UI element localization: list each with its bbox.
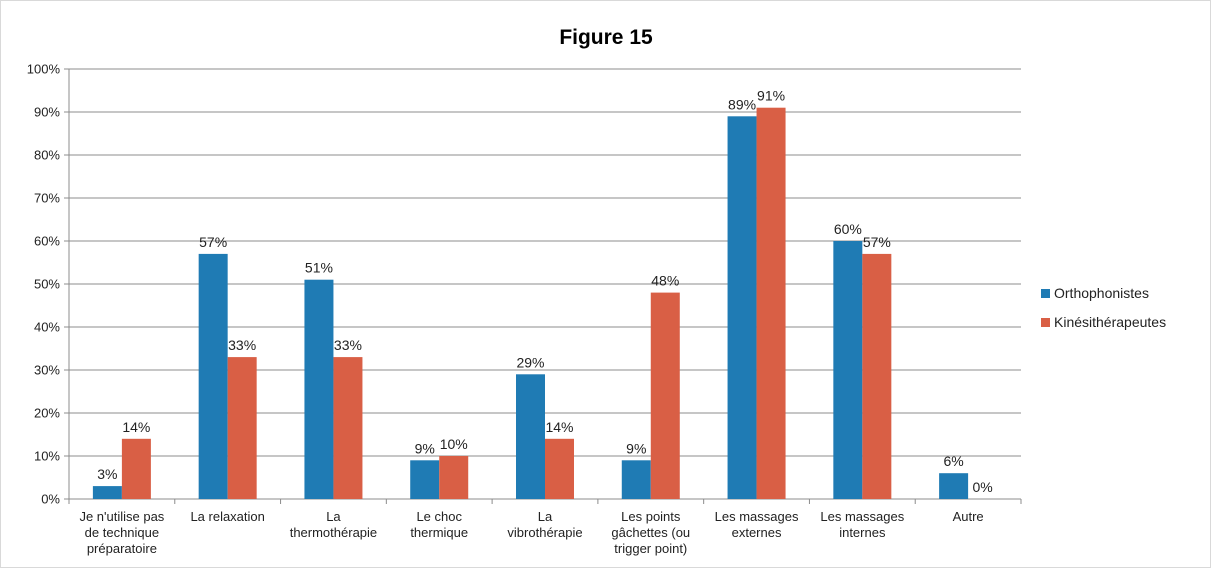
y-tick-label: 80% [34, 148, 60, 163]
bar-kinesitherapeutes [227, 357, 257, 499]
bars [92, 107, 969, 500]
legend-label: Kinésithérapeutes [1054, 314, 1166, 330]
x-category-label: internes [839, 525, 886, 540]
x-category-label: trigger point) [614, 541, 687, 556]
bar-kinesitherapeutes [650, 292, 680, 499]
data-label: 33% [334, 337, 362, 353]
bar-orthophonistes [939, 473, 969, 499]
y-tick-label: 50% [34, 277, 60, 292]
y-tick-label: 90% [34, 105, 60, 120]
y-axis: 0% 10% 20% 30% 40% 50% 60% 70% 80% 90% 100% [27, 62, 70, 507]
y-tick-label: 40% [34, 320, 60, 335]
bar-orthophonistes [92, 486, 122, 499]
data-label: 51% [305, 260, 333, 276]
y-tick-label: 20% [34, 406, 60, 421]
data-label: 3% [97, 466, 117, 482]
x-category-label: Les points [621, 509, 681, 524]
data-label: 0% [972, 479, 992, 495]
data-label: 91% [757, 88, 785, 104]
legend-swatch [1041, 289, 1050, 298]
x-category-label: La [326, 509, 341, 524]
x-category-label: préparatoire [87, 541, 157, 556]
bar-orthophonistes [833, 241, 863, 499]
y-tick-label: 60% [34, 234, 60, 249]
bar-orthophonistes [304, 279, 334, 499]
bar-kinesitherapeutes [545, 438, 574, 499]
data-label: 89% [728, 96, 756, 112]
data-label: 9% [415, 440, 435, 456]
y-tick-label: 100% [27, 62, 61, 77]
bar-orthophonistes [198, 253, 228, 499]
data-label: 48% [651, 273, 679, 289]
x-category-label: gâchettes (ou [611, 525, 690, 540]
data-label: 57% [863, 234, 891, 250]
bar-orthophonistes [727, 116, 757, 500]
data-label: 33% [228, 337, 256, 353]
bar-orthophonistes [621, 460, 651, 499]
legend-label: Orthophonistes [1054, 285, 1149, 301]
bar-orthophonistes [410, 460, 440, 499]
y-tick-label: 0% [41, 492, 60, 507]
x-category-label: thermothérapie [290, 525, 377, 540]
x-category-label: La [538, 509, 553, 524]
data-label: 9% [626, 440, 646, 456]
data-label: 10% [440, 436, 468, 452]
x-category-label: thermique [410, 525, 468, 540]
x-category-label: externes [732, 525, 782, 540]
chart-title: Figure 15 [559, 26, 653, 49]
bar-kinesitherapeutes [439, 456, 469, 499]
y-tick-label: 70% [34, 191, 60, 206]
x-category-label: Les massages [715, 509, 799, 524]
bar-kinesitherapeutes [862, 253, 892, 499]
data-label: 6% [943, 453, 963, 469]
bar-kinesitherapeutes [333, 357, 363, 499]
data-label: 29% [516, 354, 544, 370]
x-category-label: Les massages [820, 509, 904, 524]
data-label: 57% [199, 234, 227, 250]
legend: Orthophonistes Kinésithérapeutes [1041, 285, 1166, 330]
data-label: 14% [122, 419, 150, 435]
x-category-label: Le choc [416, 509, 462, 524]
y-tick-label: 30% [34, 363, 60, 378]
x-category-label: Autre [953, 509, 984, 524]
x-category-label: La relaxation [190, 509, 264, 524]
x-category-label: de technique [85, 525, 159, 540]
data-labels: 3% 14% 57% 33% 51% 33% 9% 10% 29% 14% 9% 48% 89%91% 6… [97, 88, 992, 495]
bar-kinesitherapeutes [121, 438, 151, 499]
bar-orthophonistes [516, 374, 545, 499]
legend-swatch [1041, 318, 1050, 327]
bar-kinesitherapeutes [756, 107, 786, 499]
data-label: 60% [834, 221, 862, 237]
y-tick-label: 10% [34, 449, 60, 464]
x-category-label: vibrothérapie [507, 525, 582, 540]
data-label: 14% [545, 419, 573, 435]
x-category-label: Je n'utilise pas [79, 509, 164, 524]
